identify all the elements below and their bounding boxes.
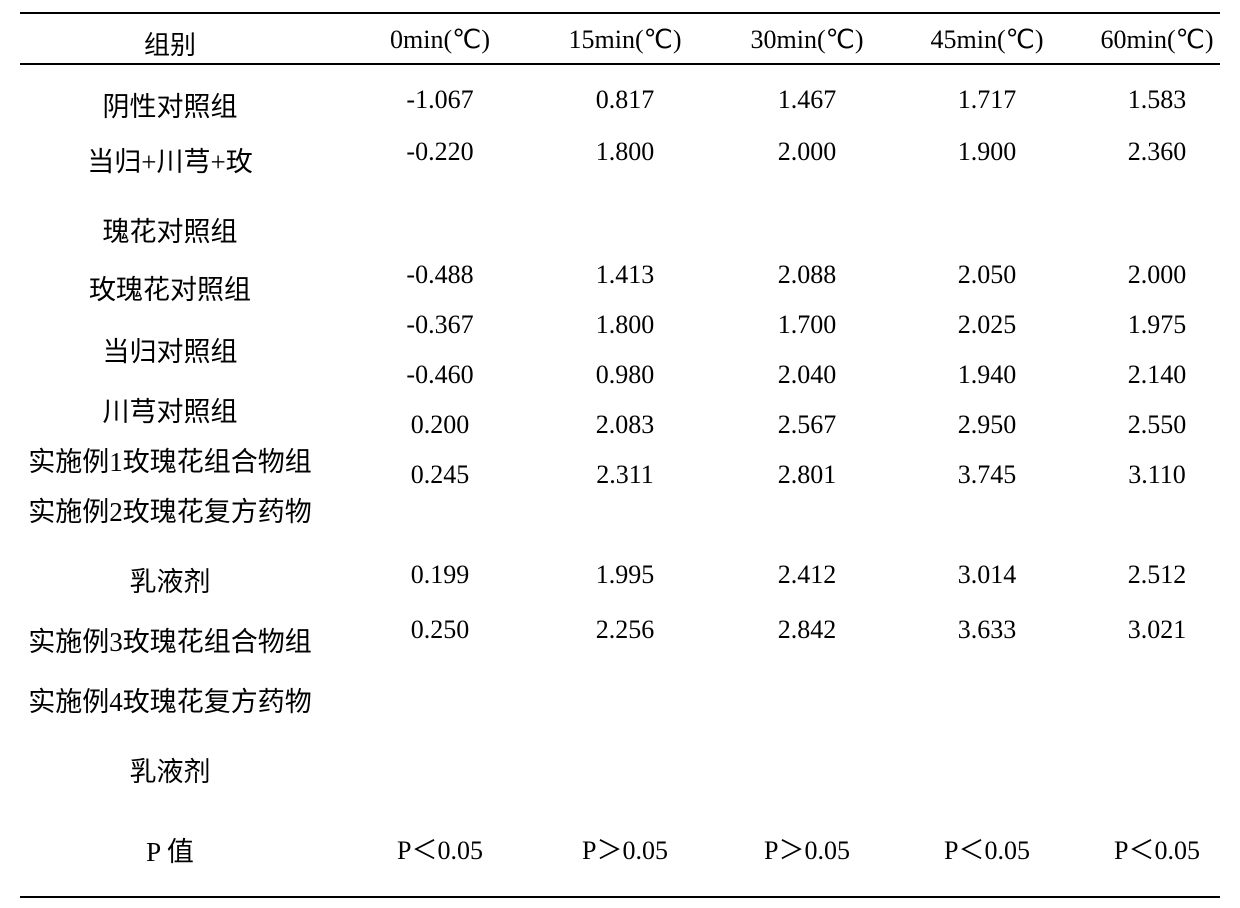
row-label-cont: 瑰花对照组 [20,210,320,249]
table-stage: 组别 0min(℃) 15min(℃) 30min(℃) 45min(℃) 60… [0,0,1240,908]
col-15min: 15min(℃) [540,25,710,55]
cell: P＞0.05 [540,830,710,867]
cell: 2.083 [540,410,710,440]
cell: 2.140 [1072,360,1240,390]
cell: -0.460 [355,360,525,390]
cell: 0.980 [540,360,710,390]
row-label: 当归+川芎+玫 [20,140,320,179]
cell: -1.067 [355,85,525,115]
cell: P＞0.05 [722,830,892,867]
cell: 2.550 [1072,410,1240,440]
cell: 2.000 [722,137,892,167]
cell: 0.245 [355,460,525,490]
cell: 1.467 [722,85,892,115]
cell: 1.717 [902,85,1072,115]
cell: 1.800 [540,137,710,167]
cell: 0.199 [355,560,525,590]
row-label-cont: 乳液剂 [20,750,320,789]
cell: 3.021 [1072,615,1240,645]
row-label: P 值 [20,830,320,869]
cell: 2.842 [722,615,892,645]
cell: 2.040 [722,360,892,390]
cell: 0.200 [355,410,525,440]
bottom-rule [20,896,1220,898]
col-45min: 45min(℃) [902,25,1072,55]
col-30min: 30min(℃) [722,25,892,55]
top-rule [20,12,1220,14]
row-label: 实施例1玫瑰花组合物组 [20,440,320,479]
cell: 2.088 [722,260,892,290]
row-label: 实施例4玫瑰花复方药物 [20,680,320,719]
cell: 2.256 [540,615,710,645]
cell: 3.633 [902,615,1072,645]
col-0min: 0min(℃) [355,25,525,55]
cell: 1.975 [1072,310,1240,340]
cell: 2.950 [902,410,1072,440]
cell: 2.000 [1072,260,1240,290]
cell: 1.800 [540,310,710,340]
cell: 1.995 [540,560,710,590]
cell: 2.567 [722,410,892,440]
cell: -0.220 [355,137,525,167]
cell: 1.900 [902,137,1072,167]
cell: 1.583 [1072,85,1240,115]
header-rule [20,63,1220,65]
row-label: 当归对照组 [20,330,320,369]
cell: 0.250 [355,615,525,645]
col-group: 组别 [20,25,320,62]
row-label: 阴性对照组 [20,85,320,124]
cell: P＜0.05 [1072,830,1240,867]
row-label: 实施例2玫瑰花复方药物 [20,490,320,529]
cell: 2.025 [902,310,1072,340]
row-label-cont: 乳液剂 [20,560,320,599]
cell: 3.110 [1072,460,1240,490]
cell: P＜0.05 [902,830,1072,867]
cell: 0.817 [540,85,710,115]
cell: 1.940 [902,360,1072,390]
row-label: 实施例3玫瑰花组合物组 [20,620,320,659]
cell: 2.311 [540,460,710,490]
cell: 3.745 [902,460,1072,490]
cell: 1.413 [540,260,710,290]
row-label: 川芎对照组 [20,390,320,429]
cell: P＜0.05 [355,830,525,867]
cell: 2.360 [1072,137,1240,167]
cell: -0.488 [355,260,525,290]
cell: 3.014 [902,560,1072,590]
cell: 1.700 [722,310,892,340]
col-60min: 60min(℃) [1072,25,1240,55]
cell: 2.801 [722,460,892,490]
cell: 2.050 [902,260,1072,290]
cell: -0.367 [355,310,525,340]
cell: 2.412 [722,560,892,590]
cell: 2.512 [1072,560,1240,590]
row-label: 玫瑰花对照组 [20,268,320,307]
